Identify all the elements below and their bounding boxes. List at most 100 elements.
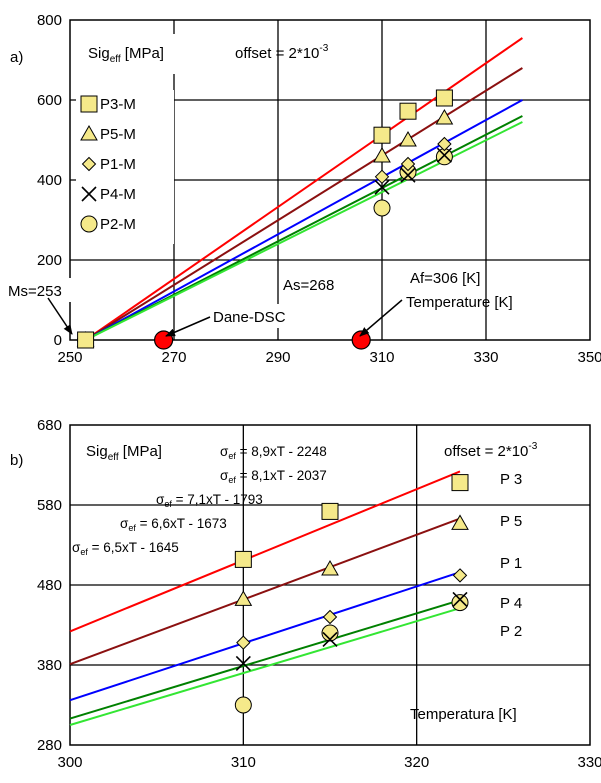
legend-label-3: P4-M [100,186,136,203]
panel-b-label: b) [10,452,23,469]
data-point-series-2 [322,609,338,625]
data-point-series-3 [400,167,416,183]
panel-b-data-points [234,474,469,714]
y-tick-label: 480 [37,577,62,594]
x-tick-label: 250 [57,349,82,366]
y-tick-label: 400 [37,172,62,189]
as-annotation: As=268 [283,277,334,294]
data-point-series-0 [435,89,453,107]
y-tick-label: 200 [37,252,62,269]
x-tick-label: 350 [577,349,601,366]
legend-marker-4 [80,215,98,233]
data-point-series-1 [234,590,253,606]
data-point-series-4 [234,696,252,714]
dsc-annotation: Dane-DSC [213,309,286,326]
legend-marker-1 [80,124,98,141]
fit-line-series-1 [85,67,523,341]
y-tick-label: 280 [37,737,62,754]
panel-b-fit-lines [69,470,461,726]
data-point-series-1 [373,146,391,163]
equation-1: σef = 8,1xT - 2037 [220,468,327,485]
fit-line-series-2 [85,99,523,341]
data-point-series-2 [452,568,468,583]
data-point-series-2 [236,635,251,650]
ms-annotation: Ms=253 [8,283,62,300]
data-point-series-2 [400,156,416,172]
fit-line-series-4 [69,607,461,726]
data-point-series-1 [451,514,469,530]
fit-line-series-3 [69,599,461,720]
data-point-series-3 [322,631,338,647]
data-point-series-0 [399,102,417,120]
data-point-series-2 [437,136,452,152]
equation-3: σef = 6,6xT - 1673 [120,516,227,533]
panel-a-frame [69,19,591,341]
panel-b-x-ticks: 300 310 320 330 [57,754,601,771]
legend-marker-3 [81,186,97,202]
y-tick-label: 580 [37,497,62,514]
data-point-series-3 [436,147,452,163]
y-tick-label: 800 [37,12,62,29]
panel-b-frame [69,424,591,746]
x-tick-label: 320 [404,754,429,771]
panel-b-ylabel-box [76,438,206,478]
legend-label-1: P5-M [100,126,136,143]
panel-b-series-labels: P 3 P 5 P 1 P 4 P 2 [500,471,522,640]
panel-b-xlabel: Temperatura [K] [410,706,517,723]
data-point-series-3 [235,655,251,671]
y-tick-label: 380 [37,657,62,674]
panel-a-ylabel-box [76,34,202,74]
data-point-series-2 [374,169,390,185]
legend-marker-0 [80,95,98,113]
data-point-series-4 [321,624,339,642]
panel-b-equations: σef = 8,9xT - 2248 σef = 8,1xT - 2037 σef … [72,444,327,557]
y-tick-label: 680 [37,417,62,434]
equation-0: σef = 8,9xT - 2248 [220,444,327,461]
panel-a-label: a) [10,49,23,66]
data-point-series-0 [373,126,391,144]
panel-a-y-ticks: 0 200 400 600 800 [37,12,62,349]
x-tick-label: 330 [577,754,601,771]
data-point-series-0 [234,550,252,568]
panel-a-xlabel: Temperature [K] [406,294,513,311]
y-tick-label: 600 [37,92,62,109]
panel-a-ylabel: Sigeff [MPa] [88,45,164,65]
data-point-series-1 [399,130,417,147]
x-tick-label: 310 [231,754,256,771]
dsc-label-box [208,304,312,328]
panel-b-ylabel: Sigeff [MPa] [86,443,162,463]
data-point-series-4 [451,594,469,612]
panel-b-y-ticks: 280 380 480 580 680 [37,417,62,754]
x-tick-label: 290 [265,349,290,366]
series-label-0: P 3 [500,471,522,488]
fit-line-series-1 [69,517,461,666]
panel-a-x-ticks: 250 270 290 310 330 350 [57,349,601,366]
data-point-series-1 [435,108,454,125]
series-label-4: P 2 [500,623,522,640]
ms-label-box [4,278,86,302]
af-annotation: Af=306 [K] [410,270,480,287]
panel-b-offset: offset = 2*10-3 [444,441,538,460]
equation-2: σef = 7,1xT - 1793 [156,492,263,509]
series-label-2: P 1 [500,555,522,572]
x-tick-label: 270 [161,349,186,366]
af-arrow [359,299,403,337]
ms-arrow [47,297,73,335]
data-point-series-0 [321,502,339,520]
x-tick-label: 300 [57,754,82,771]
as-arrow [165,316,211,337]
legend-label-0: P3-M [100,96,136,113]
series-label-1: P 5 [500,513,522,530]
legend-label-2: P1-M [100,156,136,173]
equation-4: σef = 6,5xT - 1645 [72,540,179,557]
fit-line-series-2 [69,571,461,702]
panel-b: 300 310 320 330 280 380 480 580 680 b) Sigeff [… [10,417,601,771]
x-tick-label: 330 [473,349,498,366]
legend-marker-2 [81,156,97,172]
data-point-series-0 [77,331,95,349]
data-point-series-3 [374,179,390,195]
x-tick-label: 310 [369,349,394,366]
fit-line-series-0 [69,470,461,633]
y-tick-label: 0 [54,332,62,349]
